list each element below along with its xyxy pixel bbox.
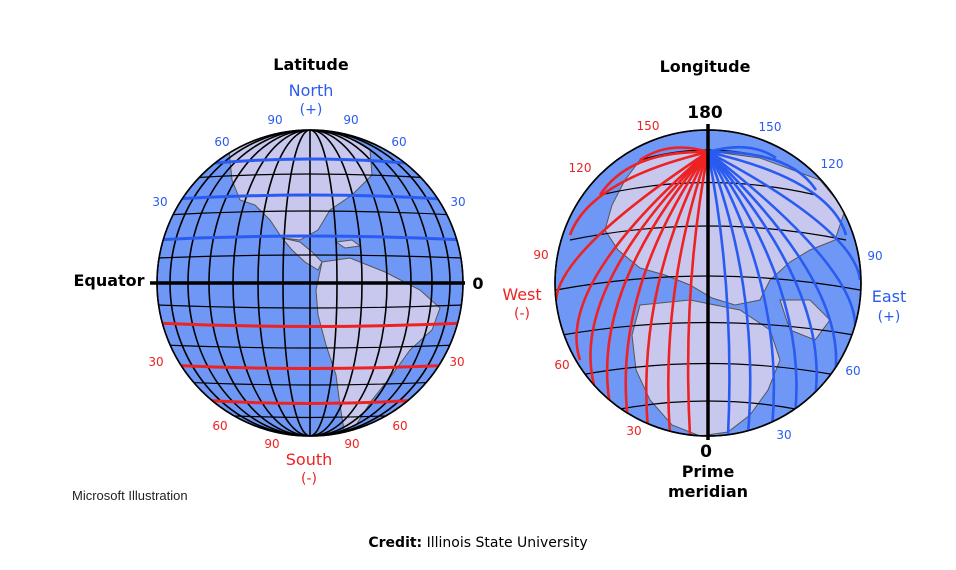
west-tick-90: 90 [533, 248, 548, 262]
east-tick-150: 150 [759, 120, 782, 134]
south-latitude-lines [157, 321, 463, 405]
west-tick-30: 30 [626, 424, 641, 438]
equator-label: Equator [73, 271, 144, 290]
west-tick-120: 120 [569, 161, 592, 175]
north-tick-90-right: 90 [343, 113, 358, 127]
east-label: East [872, 287, 907, 306]
east-sign: (+) [878, 309, 901, 325]
longitude-globe: Longitude 180 150 120 90 West (-) 60 30 … [502, 57, 906, 501]
north-tick-30-right: 30 [450, 195, 465, 209]
east-tick-30: 30 [776, 428, 791, 442]
latitude-longitude-figure: Latitude North (+) 90 90 60 60 30 30 Equ… [73, 55, 906, 501]
south-tick-30-left: 30 [148, 355, 163, 369]
north-latitude-lines [157, 157, 463, 242]
north-tick-30-left: 30 [152, 195, 167, 209]
equator-value: 0 [472, 274, 483, 293]
prime-meridian-label-line2: meridian [668, 482, 748, 501]
credit-label: Credit: [368, 535, 423, 551]
latitude-title: Latitude [273, 55, 349, 74]
south-tick-60-right: 60 [392, 419, 407, 433]
north-tick-60-right: 60 [391, 135, 406, 149]
east-tick-120: 120 [821, 157, 844, 171]
east-tick-90: 90 [867, 249, 882, 263]
west-label: West [502, 285, 541, 304]
west-sign: (-) [514, 306, 530, 322]
east-longitude-lines [706, 145, 861, 436]
latitude-globe-minor-parallels [157, 173, 463, 419]
south-tick-90-right: 90 [344, 437, 359, 451]
longitude-tick-180: 180 [687, 103, 723, 123]
north-tick-60-left: 60 [214, 135, 229, 149]
credit-line: Credit: Illinois State University [0, 535, 956, 551]
north-sign: (+) [300, 102, 323, 118]
west-tick-60: 60 [554, 358, 569, 372]
west-tick-150: 150 [637, 119, 660, 133]
longitude-tick-0: 0 [700, 442, 712, 462]
south-tick-30-right: 30 [449, 355, 464, 369]
prime-meridian-label-line1: Prime [682, 462, 735, 481]
south-tick-90-left: 90 [264, 437, 279, 451]
latitude-globe: Latitude North (+) 90 90 60 60 30 30 Equ… [73, 55, 483, 487]
longitude-title: Longitude [660, 57, 751, 76]
east-tick-60: 60 [845, 364, 860, 378]
south-tick-60-left: 60 [212, 419, 227, 433]
credit-text: Illinois State University [426, 535, 588, 551]
north-label: North [289, 81, 334, 100]
south-sign: (-) [301, 471, 317, 487]
south-label: South [286, 450, 333, 469]
illustration-source-note: Microsoft Illustration [72, 488, 188, 503]
west-longitude-lines [555, 146, 710, 436]
north-tick-90-left: 90 [267, 113, 282, 127]
